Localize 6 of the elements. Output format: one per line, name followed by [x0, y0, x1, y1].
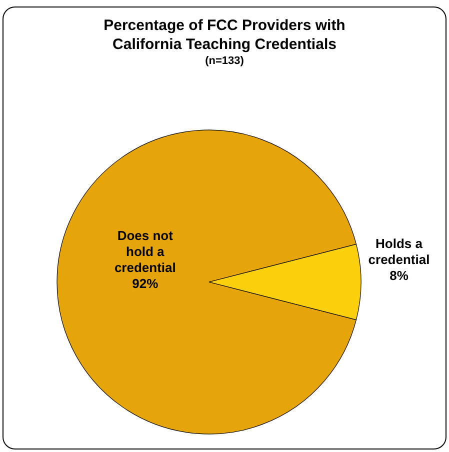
data-label: 92% [132, 276, 159, 291]
slice-label: Does not hold a credential [114, 228, 176, 275]
data-label: 8% [390, 268, 409, 283]
chart-subtitle: (n=133) [205, 55, 244, 67]
chart-title: Percentage of FCC Providers with California Teaching Credentials [104, 17, 346, 53]
slice-label: Holds a credential [368, 236, 430, 267]
